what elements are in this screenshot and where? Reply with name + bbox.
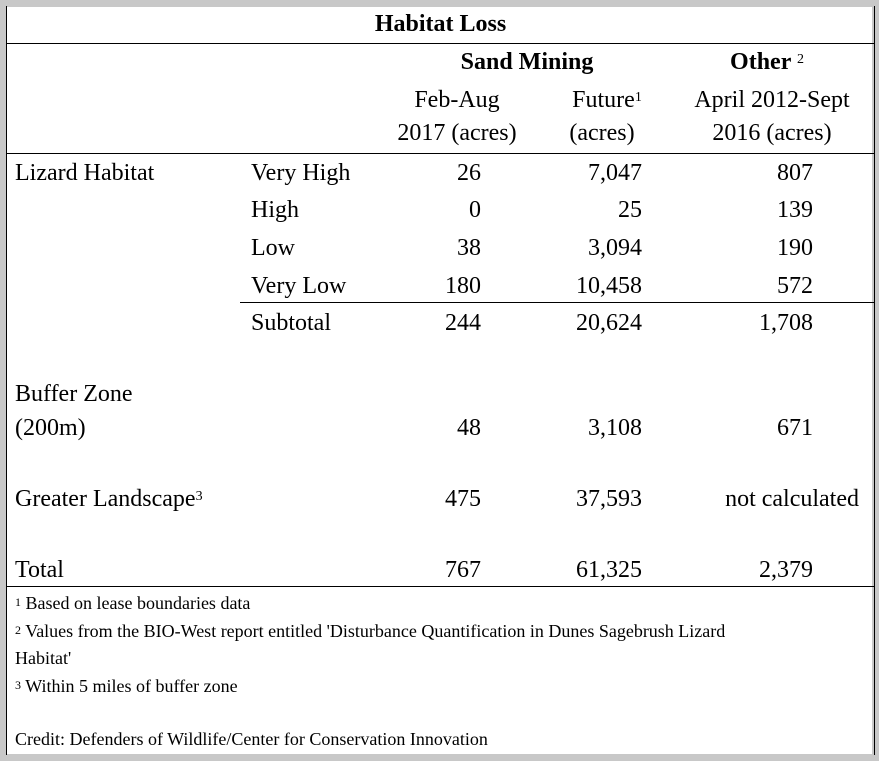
cell-feb-aug: 0	[469, 197, 481, 223]
row-label: Very High	[251, 160, 351, 186]
col-future-line2: (acres)	[569, 120, 635, 146]
col-future-label: Future	[572, 87, 635, 113]
footnote-text: Based on lease boundaries data	[25, 593, 251, 613]
cell-feb-aug: 180	[445, 273, 481, 299]
cell-feb-aug: 26	[457, 160, 481, 186]
subtotal-other: 1,708	[759, 310, 813, 336]
rule-under-title	[7, 43, 874, 44]
cell-other: 572	[777, 273, 813, 299]
footnote-mark: 3	[15, 678, 21, 692]
col-other-line1: April 2012-Sept	[694, 87, 850, 113]
col-feb-aug-line2: 2017 (acres)	[397, 120, 517, 146]
total-other: 2,379	[759, 557, 813, 583]
subtotal-future: 20,624	[576, 310, 642, 336]
total-label: Total	[15, 557, 64, 583]
group-header-sand-mining: Sand Mining	[460, 49, 594, 75]
cell-other: 807	[777, 160, 813, 186]
total-future: 61,325	[576, 557, 642, 583]
greater-landscape-label: Greater Landscape3	[15, 485, 203, 513]
greater-other: not calculated	[725, 486, 859, 512]
subtotal-label: Subtotal	[251, 310, 332, 336]
footnote-text: Within 5 miles of buffer zone	[25, 676, 238, 696]
cell-other: 190	[777, 235, 813, 261]
rule-under-header	[7, 153, 874, 154]
cell-future: 25	[618, 197, 642, 223]
buffer-feb-aug: 48	[457, 415, 481, 441]
rule-above-subtotal	[240, 302, 874, 303]
future-note-mark: 1	[634, 90, 642, 105]
cell-other: 139	[777, 197, 813, 223]
table-title: Habitat Loss	[374, 11, 507, 37]
lizard-habitat-label: Lizard Habitat	[15, 160, 155, 186]
group-header-other-label: Other	[730, 49, 791, 75]
buffer-other: 671	[777, 415, 813, 441]
footnote-2-line2: Habitat'	[15, 648, 72, 668]
row-label: High	[251, 197, 299, 223]
greater-future: 37,593	[576, 486, 642, 512]
cell-future: 3,094	[588, 235, 642, 261]
footnote-2-line1: 2 Values from the BIO-West report entitl…	[15, 620, 725, 642]
footnote-mark: 2	[15, 623, 21, 637]
greater-note-mark: 3	[195, 489, 203, 504]
other-note-mark: 2	[796, 52, 804, 67]
rule-above-footnotes	[7, 586, 874, 587]
footnote-text: Values from the BIO-West report entitled…	[25, 621, 726, 641]
col-other-line2: 2016 (acres)	[712, 120, 832, 146]
footnote-3: 3 Within 5 miles of buffer zone	[15, 675, 238, 697]
col-feb-aug-line1: Feb-Aug	[414, 87, 500, 113]
cell-future: 10,458	[576, 273, 642, 299]
credit-line: Credit: Defenders of Wildlife/Center for…	[15, 729, 488, 749]
greater-feb-aug: 475	[445, 486, 481, 512]
habitat-loss-table: Habitat Loss Sand Mining Other 2 Feb-Aug…	[6, 6, 875, 755]
footnote-1: 1 Based on lease boundaries data	[15, 592, 250, 614]
col-future-line1: Future1	[537, 86, 677, 114]
subtotal-feb-aug: 244	[445, 310, 481, 336]
cell-future: 7,047	[588, 160, 642, 186]
row-label: Low	[251, 235, 295, 261]
buffer-zone-label-line1: Buffer Zone	[15, 381, 133, 407]
total-feb-aug: 767	[445, 557, 481, 583]
footnote-mark: 1	[15, 595, 21, 609]
cell-feb-aug: 38	[457, 235, 481, 261]
row-label: Very Low	[251, 273, 347, 299]
buffer-zone-label-line2: (200m)	[15, 415, 86, 441]
group-header-other: Other 2	[667, 48, 867, 76]
buffer-future: 3,108	[588, 415, 642, 441]
greater-landscape-text: Greater Landscape	[15, 486, 196, 512]
